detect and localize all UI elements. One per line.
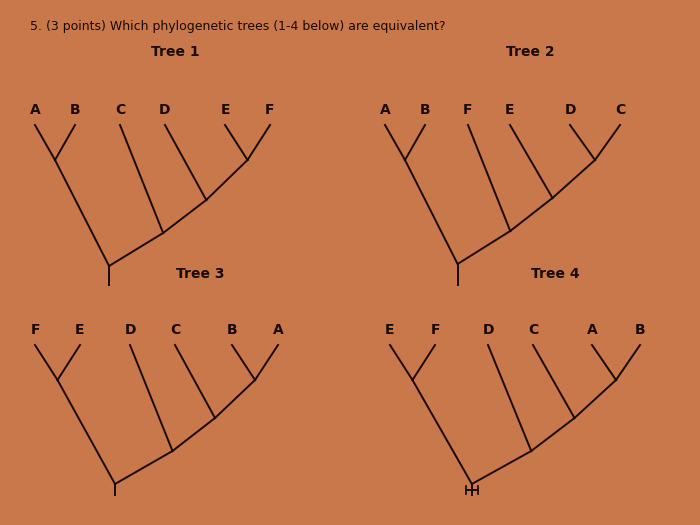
Text: B: B	[70, 103, 80, 117]
Text: F: F	[265, 103, 274, 117]
Text: E: E	[505, 103, 514, 117]
Text: F: F	[30, 323, 40, 337]
Text: Tree 2: Tree 2	[505, 45, 554, 59]
Text: C: C	[115, 103, 125, 117]
Text: 5. (3 points) Which phylogenetic trees (1-4 below) are equivalent?: 5. (3 points) Which phylogenetic trees (…	[30, 20, 445, 33]
Text: A: A	[29, 103, 41, 117]
Text: F: F	[463, 103, 473, 117]
Text: C: C	[615, 103, 625, 117]
Text: D: D	[160, 103, 171, 117]
Text: E: E	[220, 103, 230, 117]
Text: A: A	[379, 103, 391, 117]
Text: D: D	[564, 103, 575, 117]
Text: Tree 1: Tree 1	[150, 45, 200, 59]
Text: C: C	[528, 323, 538, 337]
Text: F: F	[430, 323, 440, 337]
Text: B: B	[635, 323, 645, 337]
Text: E: E	[76, 323, 85, 337]
Text: B: B	[420, 103, 430, 117]
Text: C: C	[170, 323, 180, 337]
Text: A: A	[272, 323, 284, 337]
Text: Tree 4: Tree 4	[531, 267, 580, 281]
Text: A: A	[587, 323, 597, 337]
Text: E: E	[385, 323, 395, 337]
Text: B: B	[227, 323, 237, 337]
Text: D: D	[482, 323, 493, 337]
Text: Tree 3: Tree 3	[176, 267, 224, 281]
Text: D: D	[125, 323, 136, 337]
